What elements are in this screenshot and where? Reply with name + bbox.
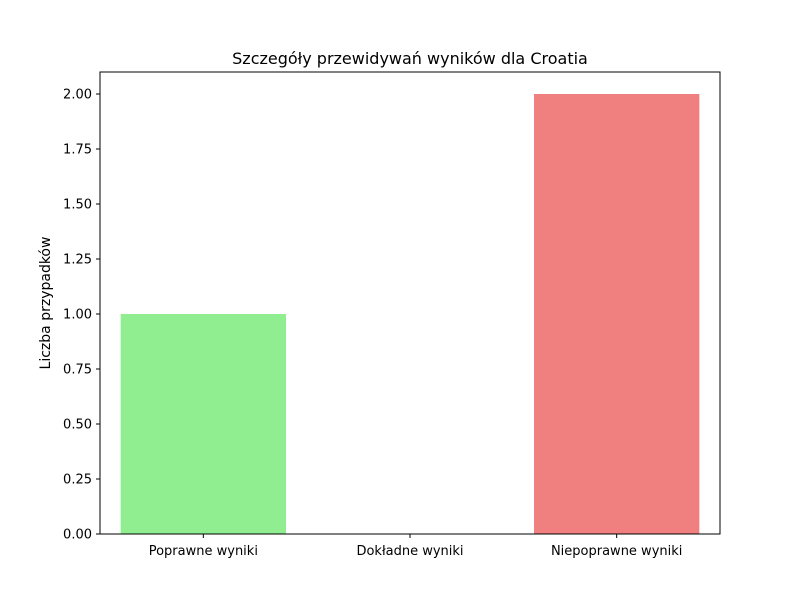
y-tick-label: 1.75 [63, 143, 92, 158]
y-tick-label: 0.75 [63, 363, 92, 378]
y-tick-label: 1.50 [63, 198, 92, 213]
y-axis-label: Liczba przypadków [38, 237, 54, 370]
bar-niepoprawne-wyniki [534, 94, 700, 534]
bar-poprawne-wyniki [120, 314, 287, 534]
x-tick-label: Niepoprawne wyniki [551, 544, 682, 559]
y-tick-label: 0.00 [63, 528, 92, 543]
y-axis-ticks: 0.00 0.25 0.50 0.75 1.00 1.25 1.50 1.75 2.00 [63, 88, 100, 543]
y-tick-label: 1.25 [63, 253, 92, 268]
x-tick-label: Poprawne wyniki [149, 544, 258, 559]
y-tick-label: 0.25 [63, 473, 92, 488]
chart-title: Szczegóły przewidywań wyników dla Croati… [232, 49, 588, 68]
y-tick-label: 0.50 [63, 418, 92, 433]
y-tick-label: 2.00 [63, 88, 92, 103]
bars-layer [120, 94, 700, 534]
x-tick-label: Dokładne wyniki [356, 544, 463, 559]
y-tick-label: 1.00 [63, 308, 92, 323]
x-axis-ticks: Poprawne wyniki Dokładne wyniki Niepoprawn… [149, 534, 682, 559]
plot-area-frame [99, 71, 721, 535]
